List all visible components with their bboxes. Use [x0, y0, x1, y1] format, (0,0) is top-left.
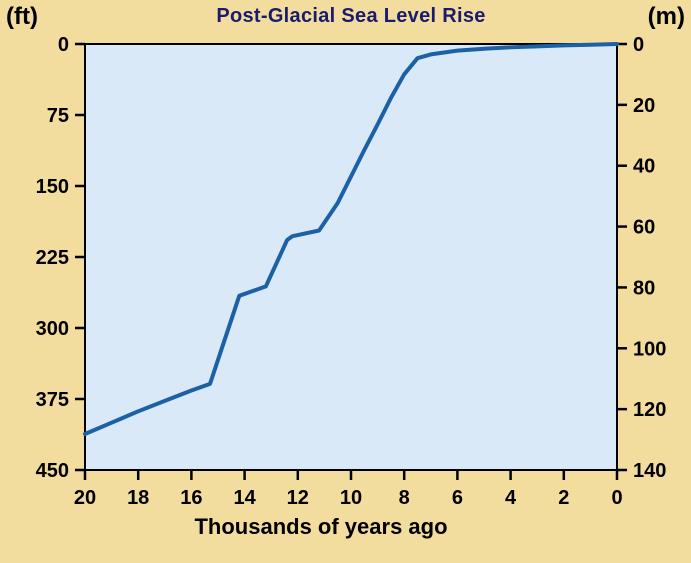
x-axis-tick-label: 8: [399, 487, 410, 509]
right-axis-tick-label: 0: [633, 34, 644, 56]
right-axis-unit-label: (m): [647, 3, 685, 30]
x-axis-tick-label: 10: [340, 487, 362, 509]
right-axis-tick-label: 140: [633, 460, 666, 482]
right-axis-tick-label: 100: [633, 338, 666, 360]
left-axis-tick-label: 0: [58, 34, 69, 56]
x-axis-tick-label: 20: [74, 487, 96, 509]
left-axis-tick-label: 375: [36, 389, 69, 411]
left-axis-tick-label: 225: [36, 247, 69, 269]
left-axis-tick-label: 75: [47, 105, 69, 127]
right-axis-tick-label: 80: [633, 277, 655, 299]
x-axis-title: Thousands of years ago: [194, 514, 448, 539]
right-axis-tick-label: 60: [633, 217, 655, 239]
plot-area: [84, 43, 618, 471]
left-axis-tick-label: 450: [36, 460, 69, 482]
x-axis-tick-label: 14: [233, 487, 256, 509]
left-axis-tick-label: 300: [36, 318, 69, 340]
sea-level-line: [83, 42, 619, 437]
x-axis-tick-label: 16: [180, 487, 202, 509]
right-axis-tick-label: 120: [633, 399, 666, 421]
x-axis-tick-label: 4: [505, 487, 517, 509]
x-axis-tick-label: 0: [611, 487, 622, 509]
x-axis-tick-label: 18: [127, 487, 149, 509]
left-axis-tick-label: 150: [36, 176, 69, 198]
right-axis-tick-label: 20: [633, 95, 655, 117]
right-axis-tick-label: 40: [633, 156, 655, 178]
x-axis-tick-label: 12: [287, 487, 309, 509]
chart-title: Post-Glacial Sea Level Rise: [216, 5, 486, 27]
left-axis-unit-label: (ft): [6, 3, 38, 30]
x-axis-tick-label: 2: [558, 487, 569, 509]
x-axis-tick-label: 6: [452, 487, 463, 509]
